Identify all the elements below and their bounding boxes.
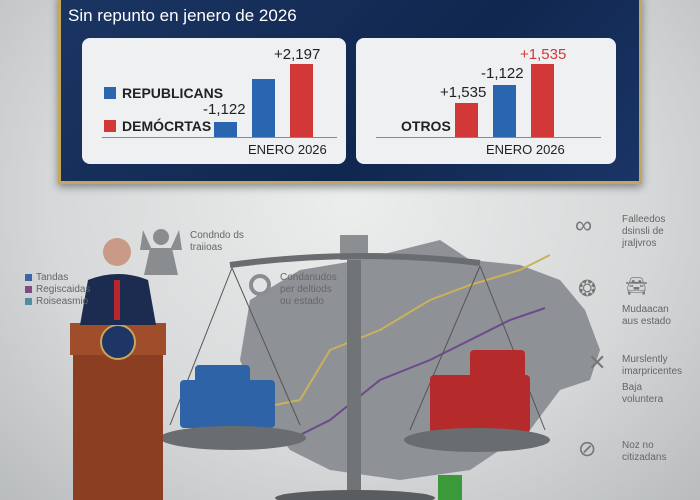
scale-annotation: Condanudos per deltiods ou estado	[280, 272, 337, 307]
bar-otros-2	[493, 85, 516, 137]
right-pan	[404, 428, 550, 452]
legend-label: REPUBLICANS	[122, 85, 224, 101]
scale-base	[275, 490, 435, 500]
bars-left	[214, 64, 324, 137]
car-icon: 🚘︎	[625, 276, 648, 296]
legend-label: Regiscaidas	[36, 284, 91, 295]
legend-label: Roiseasmio	[36, 296, 89, 307]
red-coin-stack	[430, 350, 530, 433]
brain-icon: ❂	[578, 276, 597, 301]
legend-democrats: DEMÓCRTAS	[104, 118, 211, 134]
bar-otros-3	[531, 64, 554, 137]
bar-otros-1	[455, 103, 478, 137]
right-item-2: Mudaacan aus estado	[622, 304, 671, 327]
bar-label: +1,535	[440, 84, 487, 101]
chart-panel-parties: REPUBLICANS DEMÓCRTAS -1,122 +2,197 ENER…	[82, 38, 346, 164]
infinity-icon: ∞	[575, 212, 593, 239]
legend-republicans: REPUBLICANS	[104, 85, 223, 101]
right-item-5: Noz no citizadans	[622, 440, 667, 463]
angel-annotation: Condndo ds traiioas	[190, 230, 244, 253]
x-label: ENERO 2026	[248, 142, 327, 157]
legend-swatch	[25, 274, 32, 281]
legend-item: Tandas	[25, 272, 90, 284]
legend-item: Roiseasmio	[25, 296, 90, 308]
legend-swatch	[25, 286, 32, 293]
chart-panel-others: OTROS +1,535 -1,122 +1,535 ENERO 2026	[356, 38, 616, 164]
axis-line	[102, 137, 337, 138]
small-legend: Tandas Regiscaidas Roiseasmio	[25, 272, 90, 308]
right-item-3: Murslently imarpricentes	[622, 354, 683, 377]
scale-pole	[347, 235, 361, 500]
legend-swatch	[25, 298, 32, 305]
category-label: OTROS	[401, 118, 451, 134]
hammer-icon: ✕	[588, 350, 607, 375]
angel-icon	[140, 229, 182, 275]
bar-republicans-2	[252, 79, 275, 137]
blue-coin-stack	[180, 365, 275, 428]
bar-label: -1,122	[481, 65, 524, 82]
green-coins	[438, 475, 462, 500]
scale-illustration	[70, 229, 600, 500]
bar-label: +2,197	[274, 46, 321, 63]
left-pan	[160, 426, 306, 450]
banner-subtitle: Sin repunto en jenero de 2026	[68, 6, 297, 25]
right-item-4: Baja voluntera	[622, 382, 664, 405]
bar-republicans-1	[214, 122, 237, 137]
legend-swatch	[104, 120, 116, 132]
bar-label: +1,535	[520, 46, 567, 63]
scale-beam	[229, 253, 481, 268]
gender-symbol-icon	[249, 274, 271, 296]
speaker-tie	[114, 280, 120, 320]
speaker-head	[103, 238, 131, 266]
bars-right	[455, 64, 565, 137]
trend-line-purple	[289, 307, 546, 441]
legend-item: Regiscaidas	[25, 284, 90, 296]
podium-seal	[100, 324, 136, 360]
no-globe-icon: ⊘	[578, 436, 597, 461]
legend-label: DEMÓCRTAS	[122, 118, 212, 134]
legend-label: Tandas	[36, 272, 69, 283]
axis-line	[376, 137, 601, 138]
legend-swatch	[104, 87, 116, 99]
chain	[409, 265, 481, 431]
bar-label: -1,122	[203, 101, 246, 118]
chain	[231, 267, 301, 426]
bar-democrats	[290, 64, 313, 137]
trend-line-yellow	[249, 254, 551, 411]
x-label: ENERO 2026	[486, 142, 565, 157]
chain	[479, 265, 546, 431]
right-item-1: Falleedos dsinsli de jraljvros	[622, 214, 666, 249]
